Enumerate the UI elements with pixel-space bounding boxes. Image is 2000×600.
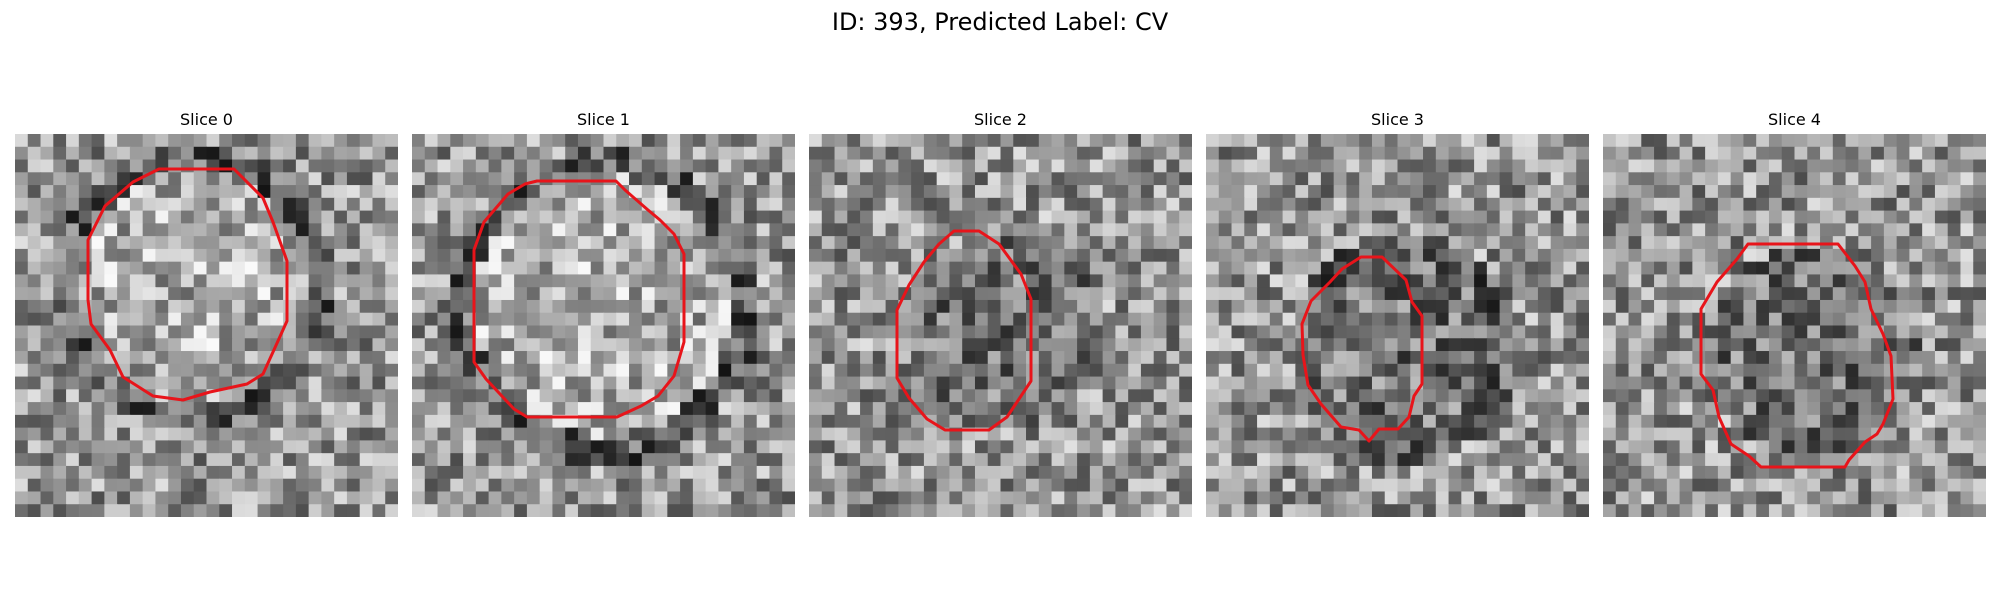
- slice-image-3: [1206, 134, 1589, 517]
- segmentation-contour: [1699, 242, 1895, 469]
- slice-image-2: [809, 134, 1192, 517]
- slice-title-4: Slice 4: [1768, 110, 1821, 129]
- noise-texture: [412, 134, 795, 517]
- segmentation-contour: [1300, 255, 1424, 443]
- slice-title-1: Slice 1: [577, 110, 630, 129]
- segmentation-contour: [895, 229, 1033, 432]
- noise-texture: [809, 134, 1192, 517]
- figure-title: ID: 393, Predicted Label: CV: [831, 8, 1169, 36]
- slice-title-2: Slice 2: [974, 110, 1027, 129]
- segmentation-contour: [86, 167, 289, 402]
- slice-image-4: [1603, 134, 1986, 517]
- noise-texture: [1206, 134, 1589, 517]
- slice-title-0: Slice 0: [180, 110, 233, 129]
- slice-title-3: Slice 3: [1371, 110, 1424, 129]
- noise-texture: [15, 134, 398, 517]
- noise-texture: [1603, 134, 1986, 517]
- segmentation-contour: [472, 179, 686, 419]
- slice-image-0: [15, 134, 398, 517]
- slice-image-1: [412, 134, 795, 517]
